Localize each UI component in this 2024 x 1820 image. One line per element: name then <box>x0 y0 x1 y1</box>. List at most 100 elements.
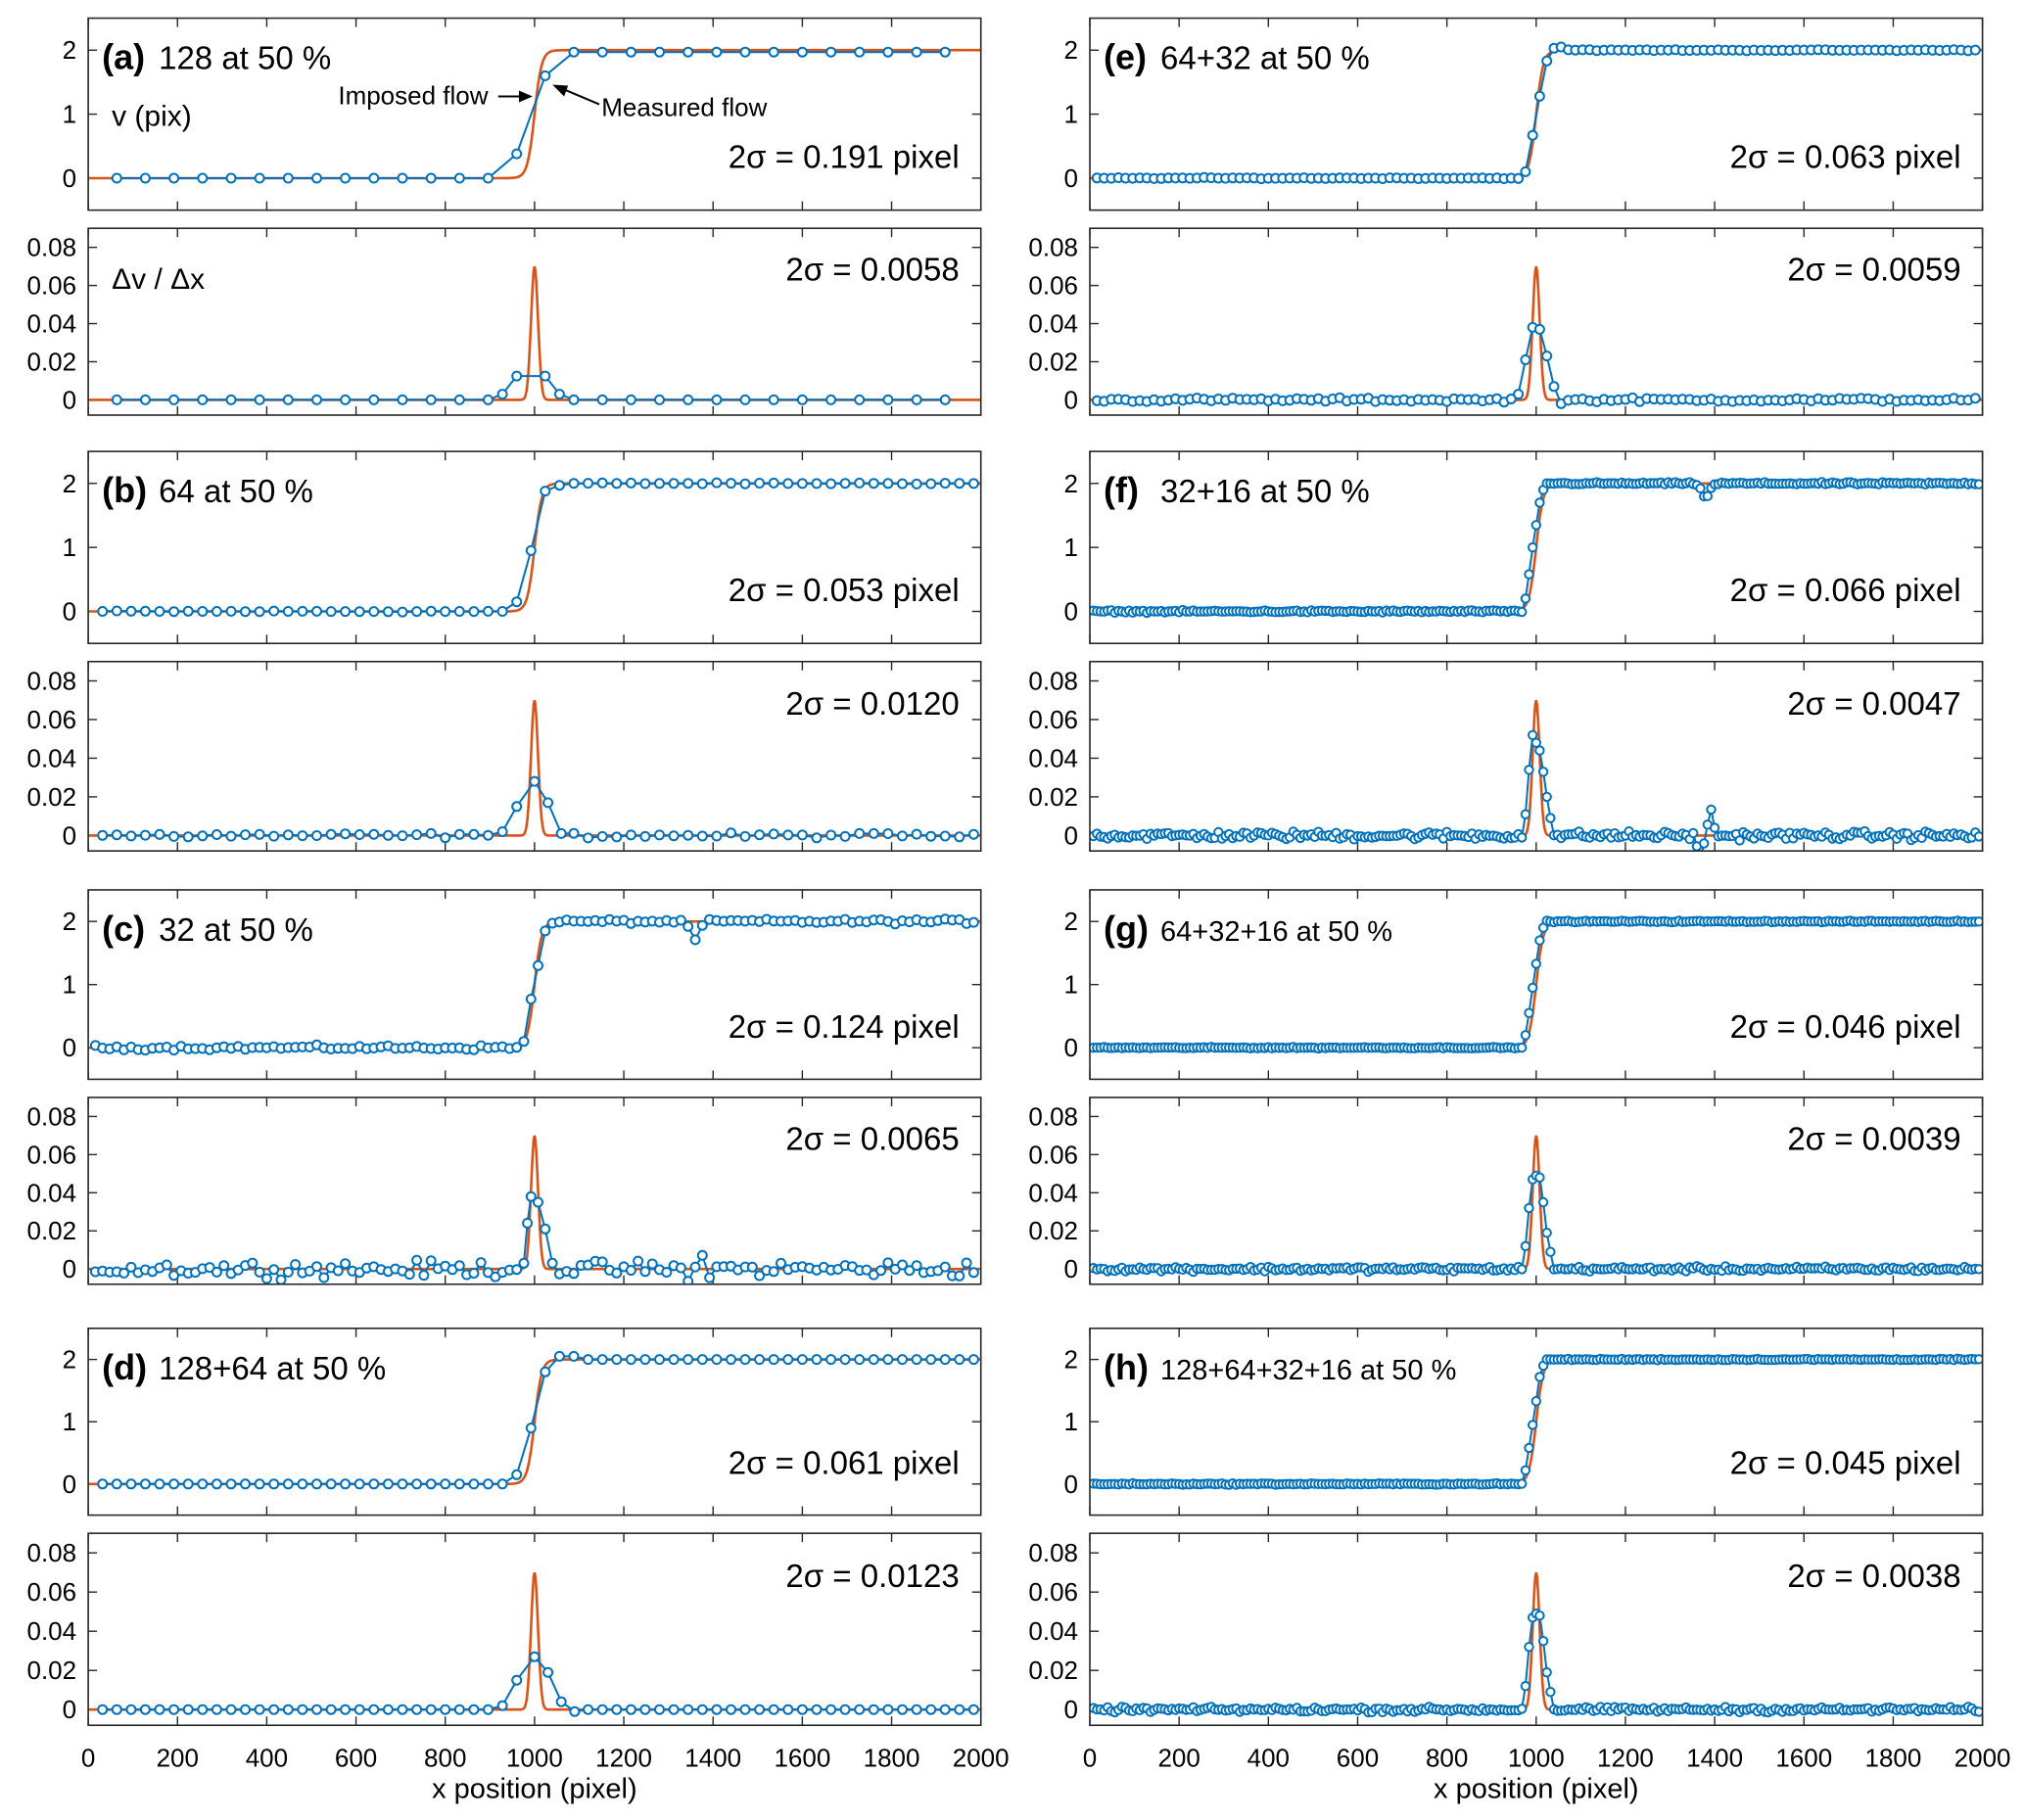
measured-point <box>839 478 851 490</box>
measured-point <box>796 1354 808 1366</box>
plot-area <box>88 477 981 618</box>
measured-point <box>397 172 408 184</box>
measured-flow-line <box>117 375 946 401</box>
panel-letter: (h) <box>1104 1347 1149 1387</box>
measured-point <box>197 1703 209 1715</box>
measured-point <box>553 389 565 400</box>
measured-point <box>696 478 708 490</box>
measured-point <box>139 1478 151 1490</box>
x-tick-label: 0 <box>81 1743 95 1772</box>
measured-point <box>1537 767 1549 777</box>
measured-point <box>468 1478 480 1490</box>
measured-point <box>839 1354 851 1366</box>
measured-point <box>254 606 265 618</box>
y-tick-label: 0 <box>63 163 76 193</box>
measured-point <box>961 1257 972 1269</box>
x-axis-label: x position (pixel) <box>432 1774 637 1805</box>
measured-point <box>583 1703 594 1715</box>
axes-box <box>87 1532 982 1727</box>
measured-point <box>596 46 608 58</box>
measured-point <box>182 1478 194 1490</box>
y-tick-label: 0.04 <box>26 743 76 772</box>
measured-point <box>897 478 908 490</box>
measured-point <box>596 1256 608 1268</box>
measured-point <box>154 828 165 840</box>
y-tick-label: 2 <box>1064 35 1078 65</box>
measured-point <box>340 1703 352 1715</box>
measured-point <box>1973 479 1983 490</box>
measured-point <box>1545 813 1556 823</box>
measured-point <box>225 394 237 405</box>
measured-point <box>440 832 451 844</box>
x-tick-label: 200 <box>1157 1743 1200 1772</box>
measured-point <box>468 828 480 840</box>
measured-point <box>654 1703 665 1715</box>
measured-point <box>611 478 623 490</box>
measured-point <box>282 606 294 617</box>
measured-point <box>839 1703 851 1715</box>
measured-point <box>776 1257 786 1269</box>
panel-label: 128+64+32+16 at 50 % <box>1160 1355 1456 1386</box>
measured-point <box>1528 982 1538 994</box>
measured-point <box>768 1703 779 1715</box>
measured-point <box>511 1469 523 1480</box>
measured-point <box>411 829 423 841</box>
y-tick-label: 0 <box>1064 597 1078 627</box>
measured-point <box>211 606 222 617</box>
measured-point <box>954 1354 965 1366</box>
measured-point <box>1545 1246 1556 1257</box>
measured-point <box>529 1651 541 1662</box>
measured-point <box>525 1190 537 1202</box>
measured-point <box>468 1268 480 1279</box>
measured-point <box>483 172 494 184</box>
measured-point <box>825 46 837 58</box>
measured-flow-line <box>102 779 974 839</box>
x-tick-label: 1200 <box>1597 1743 1654 1772</box>
gradient-sigma-label: 2σ = 0.0047 <box>1787 685 1960 722</box>
measured-point <box>340 394 352 405</box>
x-tick-label: 1400 <box>1686 1743 1743 1772</box>
measured-point <box>111 1703 122 1715</box>
measured-point <box>1524 1007 1534 1018</box>
measured-point <box>596 830 608 842</box>
measured-point <box>1973 1354 1983 1365</box>
measured-point <box>1520 809 1531 819</box>
measured-point <box>1548 381 1560 393</box>
measured-point <box>696 1703 708 1715</box>
measured-point <box>533 959 543 971</box>
measured-point <box>911 1260 922 1272</box>
measured-point <box>768 394 779 405</box>
measured-point <box>939 394 951 405</box>
measured-point <box>1524 569 1534 580</box>
y-tick-label: 0.02 <box>26 1216 76 1245</box>
y-axis-label-velocity: v (pix) <box>112 101 192 133</box>
velocity-axes-e: 0 1 2 2σ = 0.063 pixel (e) 64+32 at 50 % <box>1064 17 1984 211</box>
measured-point <box>297 1478 308 1490</box>
measured-point <box>139 394 151 405</box>
measured-point <box>746 1261 758 1273</box>
measured-point <box>1973 916 1983 927</box>
measured-point <box>425 827 437 839</box>
measured-point <box>496 826 508 837</box>
gradient-axes-f: 0 0.02 0.04 0.06 0.08 2σ = 0.0047 <box>1028 660 1984 852</box>
measured-point <box>739 478 751 490</box>
measured-point <box>168 1703 180 1715</box>
measured-point <box>168 394 180 405</box>
measured-point <box>854 46 866 58</box>
measured-point <box>782 478 794 490</box>
measured-point <box>154 1478 165 1490</box>
measured-point <box>254 1266 265 1278</box>
measured-point <box>496 1478 508 1490</box>
measured-point <box>683 829 694 841</box>
panel-letter: (f) <box>1104 470 1139 510</box>
velocity-sigma-label: 2σ = 0.124 pixel <box>729 1008 960 1045</box>
measured-point <box>882 828 894 839</box>
measured-point <box>97 606 109 617</box>
measured-point <box>125 1703 137 1715</box>
x-tick-label: 1400 <box>684 1743 741 1772</box>
measured-point <box>696 1354 708 1366</box>
measured-point <box>568 827 580 839</box>
x-tick-label: 400 <box>1247 1743 1290 1772</box>
velocity-axes-f: 0 1 2 2σ = 0.066 pixel (f) 32+16 at 50 % <box>1064 450 1984 645</box>
axes-box <box>1089 1532 1984 1727</box>
